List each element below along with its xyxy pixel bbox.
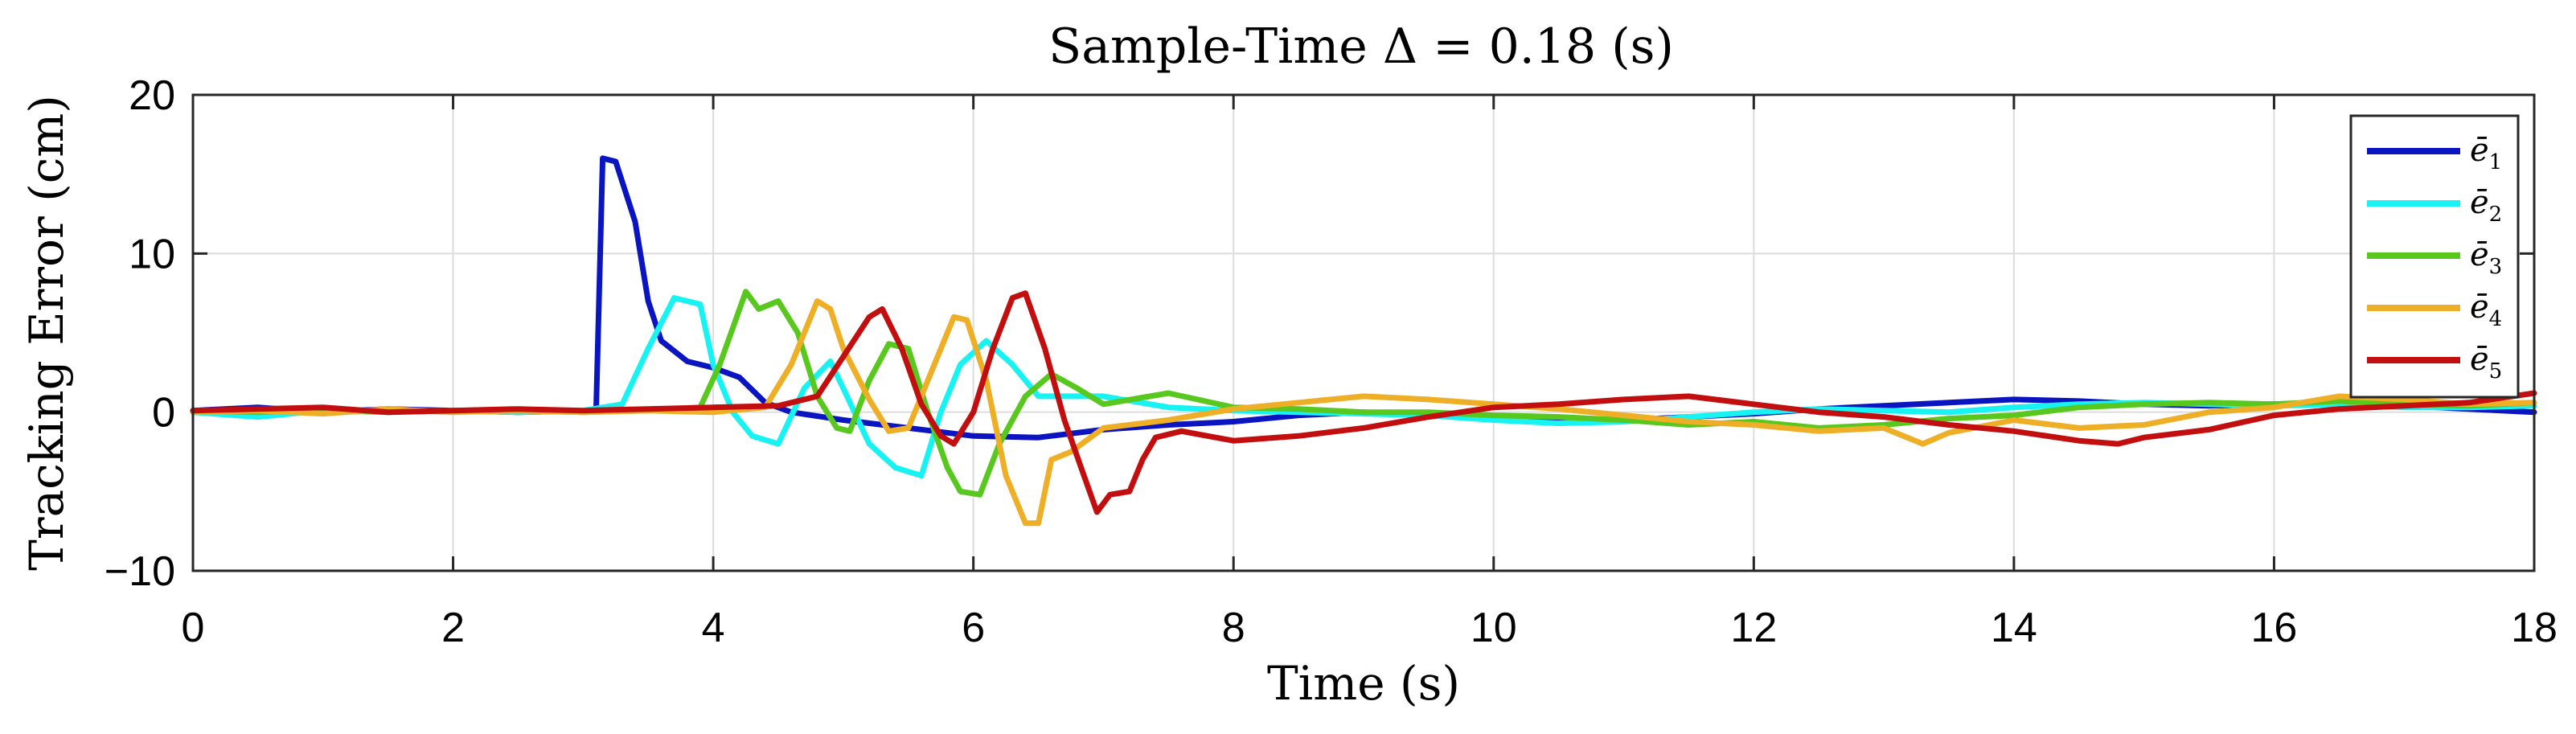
series-line-e3: [190, 289, 2537, 498]
y-tick-label: 0: [152, 390, 175, 437]
y-tick-labels: −10 0 10 20: [105, 72, 175, 595]
series-line-e5: [190, 290, 2537, 515]
chart-title: Sample-Time Δ = 0.18 (s): [1048, 18, 1674, 75]
y-tick-label: 10: [129, 231, 175, 277]
x-tick-label: 16: [2251, 605, 2298, 651]
x-tick-label: 18: [2511, 605, 2558, 651]
series-line-e4: [190, 298, 2537, 527]
series-line-e2: [190, 295, 2537, 479]
x-tick-label: 14: [1991, 605, 2037, 651]
x-axis-label: Time (s): [1267, 656, 1460, 711]
legend-label-e3: ē3: [2470, 236, 2502, 279]
x-tick-labels: 0 2 4 6 8 10 12 14 16 18: [182, 605, 2558, 651]
plot-area-frame: [191, 93, 2536, 572]
x-tick-label: 12: [1730, 605, 1777, 651]
legend: ē1 ē2 ē3 ē4 ē5: [2349, 114, 2520, 399]
y-tick-label: −10: [105, 548, 175, 595]
x-tick-label: 0: [182, 605, 205, 651]
x-tick-label: 4: [702, 605, 725, 651]
legend-label-e2: ē2: [2470, 184, 2502, 227]
x-tick-label: 8: [1222, 605, 1245, 651]
series-lines: [190, 155, 2537, 527]
y-axis-label: Tracking Error (cm): [19, 95, 74, 571]
legend-label-e5: ē5: [2470, 341, 2502, 383]
x-tick-label: 10: [1471, 605, 1517, 651]
legend-label-e4: ē4: [2470, 289, 2502, 331]
legend-label-e1: ē1: [2470, 132, 2502, 174]
x-tick-label: 6: [962, 605, 985, 651]
y-tick-label: 20: [129, 72, 175, 119]
x-tick-label: 2: [441, 605, 465, 651]
